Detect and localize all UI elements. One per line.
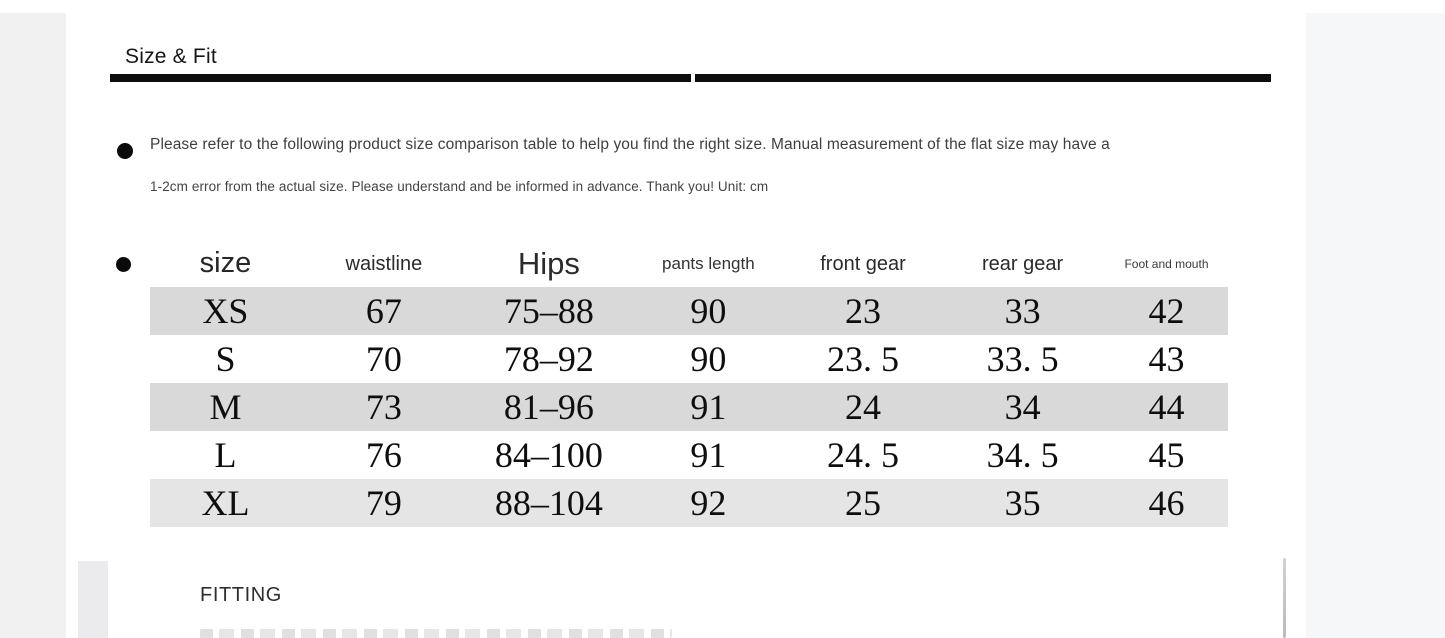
cell-value: 23	[845, 291, 882, 331]
cell-size: S	[215, 339, 236, 379]
cell-value: 46	[1148, 483, 1185, 523]
title-divider-left	[110, 74, 691, 82]
cell-value: 23. 5	[827, 339, 900, 379]
cell-size: L	[214, 435, 237, 475]
page-right-margin	[1306, 13, 1445, 638]
cell-value: 81–96	[503, 387, 594, 427]
cell-value: 45	[1148, 435, 1185, 475]
cell-value: 84–100	[494, 435, 603, 475]
cell-value: 34. 5	[986, 435, 1059, 475]
column-header-pants-length: pants length	[662, 254, 755, 273]
cell-value: 70	[365, 339, 402, 379]
column-header-front-gear: front gear	[820, 252, 906, 275]
cell-value: 73	[365, 387, 402, 427]
cell-value: 75–88	[503, 291, 594, 331]
cell-size: XL	[201, 483, 250, 523]
cell-value: 43	[1148, 339, 1185, 379]
cell-value: 78–92	[503, 339, 594, 379]
cell-value: 42	[1148, 291, 1185, 331]
table-row-m: M 73 81–96 91 24 34 44	[150, 383, 1228, 431]
section-title: Size & Fit	[125, 45, 217, 68]
column-header-rear-gear: rear gear	[981, 252, 1064, 275]
cell-value: 76	[365, 435, 402, 475]
table-row-l: L 76 84–100 91 24. 5 34. 5 45	[150, 431, 1228, 479]
size-table: size waistline Hips pants length front g…	[150, 240, 1228, 527]
cell-value: 34	[1004, 387, 1041, 427]
cell-value: 92	[690, 483, 727, 523]
cell-value: 67	[365, 291, 402, 331]
cell-value: 91	[690, 435, 727, 475]
cell-value: 90	[690, 291, 727, 331]
fitting-left-bar	[78, 561, 108, 638]
table-row-s: S 70 78–92 90 23. 5 33. 5 43	[150, 335, 1228, 383]
cell-value: 25	[845, 483, 882, 523]
size-table-header-row: size waistline Hips pants length front g…	[150, 240, 1228, 287]
cell-value: 79	[365, 483, 402, 523]
fitting-heading: FITTING	[200, 584, 282, 606]
cell-value: 24. 5	[827, 435, 900, 475]
column-header-hips: Hips	[517, 246, 580, 281]
fitting-clipped-text-line	[200, 629, 672, 638]
table-row-xl: XL 79 88–104 92 25 35 46	[150, 479, 1228, 527]
cell-value: 91	[690, 387, 727, 427]
title-divider-right	[695, 74, 1271, 82]
cell-value: 35	[1004, 483, 1041, 523]
note-text-line1: Please refer to the following product si…	[150, 136, 1110, 153]
column-header-foot-and-mouth: Foot and mouth	[1124, 256, 1209, 271]
table-row-xs: XS 67 75–88 90 23 33 42	[150, 287, 1228, 335]
cell-value: 33. 5	[986, 339, 1059, 379]
bullet-dot-icon	[116, 257, 131, 272]
page-left-margin	[0, 13, 66, 638]
note-text-line2: 1-2cm error from the actual size. Please…	[150, 179, 769, 194]
cell-value: 44	[1148, 387, 1185, 427]
vertical-scrollbar[interactable]	[1283, 558, 1286, 638]
cell-size: M	[209, 387, 242, 427]
cell-value: 33	[1004, 291, 1041, 331]
cell-value: 24	[845, 387, 882, 427]
cell-value: 90	[690, 339, 727, 379]
cell-value: 88–104	[494, 483, 603, 523]
bullet-dot-icon	[117, 143, 133, 159]
column-header-size: size	[199, 247, 252, 279]
column-header-waistline: waistline	[345, 252, 423, 275]
cell-size: XS	[202, 291, 249, 331]
